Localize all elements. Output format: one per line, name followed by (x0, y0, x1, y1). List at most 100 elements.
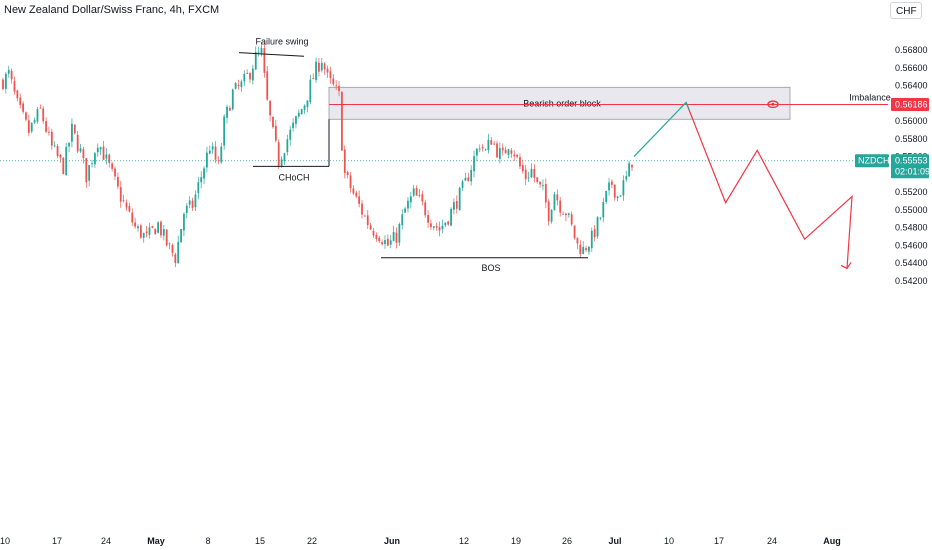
candle (524, 165, 527, 186)
candle (450, 207, 452, 227)
x-tick-label: Jul (608, 536, 621, 546)
candle (610, 179, 613, 189)
candle (582, 241, 585, 255)
candle (102, 141, 105, 161)
candle (22, 101, 25, 114)
candle (177, 235, 180, 264)
candle (412, 184, 415, 197)
failure-swing-label: Failure swing (255, 37, 308, 47)
y-tick-label: 0.56600 (895, 63, 928, 73)
y-tick-label: 0.56800 (895, 45, 928, 55)
candle (162, 224, 165, 241)
candle (243, 70, 246, 87)
candle (527, 171, 530, 183)
candle (300, 108, 303, 115)
candle (407, 196, 409, 213)
candle (476, 147, 478, 161)
x-tick-label: 17 (52, 536, 62, 546)
candle (473, 150, 475, 178)
candle (498, 142, 501, 164)
candle (183, 212, 185, 237)
candle (341, 90, 343, 151)
candle (211, 142, 214, 154)
x-tick-label: 19 (511, 536, 521, 546)
candle (306, 100, 309, 113)
candle (366, 209, 369, 229)
candle (50, 128, 53, 150)
x-tick-label: May (147, 536, 165, 546)
candle (191, 197, 194, 211)
x-tick-label: Jun (384, 536, 400, 546)
candle (208, 145, 211, 155)
candle (519, 153, 521, 169)
candle (312, 73, 315, 80)
candle (142, 232, 145, 243)
y-tick-label: 0.54400 (895, 258, 928, 268)
candle (42, 106, 45, 124)
arrowhead-up (679, 101, 690, 110)
candle (513, 150, 516, 161)
candle (418, 189, 421, 198)
arrowhead-down (840, 262, 852, 270)
candle (277, 139, 280, 170)
candle (36, 106, 39, 124)
currency-selector[interactable]: CHF (890, 2, 922, 19)
candle (128, 202, 131, 213)
candle (168, 242, 171, 250)
candle (556, 189, 559, 206)
candle (289, 125, 292, 146)
candle (421, 190, 424, 206)
candle (220, 143, 223, 164)
candle (602, 197, 605, 223)
symbol-tag (855, 154, 889, 168)
x-tick-label: 10 (664, 536, 674, 546)
candle (381, 239, 384, 246)
candle (369, 223, 372, 231)
candle (272, 116, 274, 129)
candle (240, 79, 243, 92)
candle (180, 228, 182, 243)
candle (154, 228, 157, 235)
candle (94, 151, 96, 168)
candle (206, 146, 208, 173)
candle (56, 144, 59, 159)
x-tick-label: 22 (307, 536, 317, 546)
candle (226, 104, 228, 124)
y-tick-label: 0.56400 (895, 81, 928, 91)
candle (338, 81, 340, 97)
candle (588, 245, 590, 255)
candle (286, 134, 289, 156)
candle (409, 191, 412, 209)
order-block-zone (328, 86, 791, 120)
candle (246, 69, 249, 75)
candle (7, 65, 10, 78)
candle (358, 190, 361, 208)
candle (160, 220, 162, 239)
candle (223, 114, 226, 150)
candle (553, 191, 556, 211)
candle (539, 181, 541, 188)
candle (217, 156, 220, 164)
candle (145, 225, 148, 238)
candle (510, 148, 513, 158)
candle (125, 199, 128, 211)
x-tick-label: 24 (101, 536, 111, 546)
candle (619, 195, 622, 197)
candle (105, 148, 108, 165)
candle (430, 219, 432, 230)
candle (352, 185, 355, 196)
order-block-label: Bearish order block (523, 98, 601, 108)
candle (139, 223, 142, 240)
candle (73, 124, 76, 135)
candle (378, 235, 381, 243)
candle (231, 88, 234, 111)
candle (274, 119, 277, 143)
candle (470, 165, 473, 186)
y-tick-label: 0.54600 (895, 240, 928, 250)
candle (323, 62, 326, 75)
candle (616, 195, 619, 202)
candle (91, 159, 93, 168)
candle (30, 122, 33, 134)
candle (234, 82, 237, 90)
